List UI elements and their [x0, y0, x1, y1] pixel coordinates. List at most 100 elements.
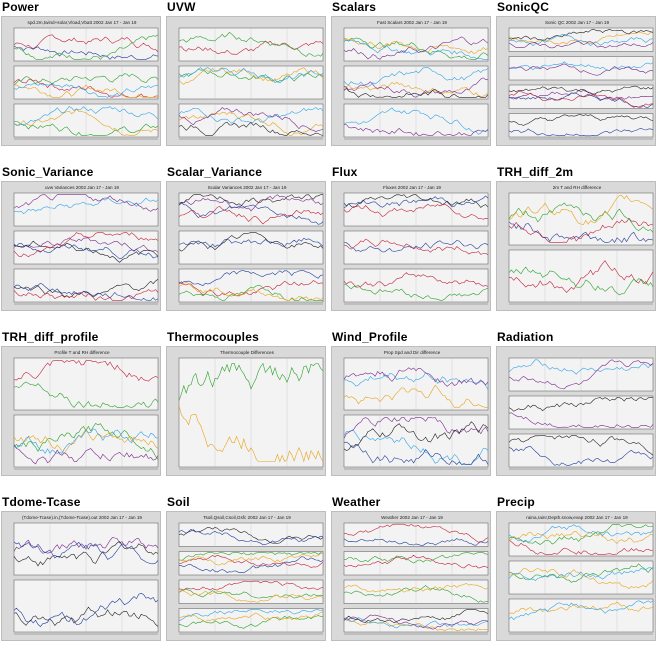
series-line	[178, 556, 324, 574]
plot-thumbnail[interactable]: Sonic QC 2002 Jan 17 - Jan 19	[496, 16, 656, 146]
series-line	[343, 38, 488, 60]
series-line	[343, 240, 489, 253]
series-line	[343, 617, 489, 629]
panel-precip: Precip raina,rainr,Depth.snow,evap 2002 J…	[495, 495, 656, 660]
series-line	[343, 430, 489, 465]
series-line	[508, 412, 654, 428]
plot-thumbnail[interactable]: 2m T and RH difference	[496, 181, 656, 311]
plot-image: Sonic QC 2002 Jan 17 - Jan 19	[508, 20, 654, 140]
series-line	[508, 563, 654, 583]
series-line	[13, 592, 159, 628]
series-line	[508, 568, 654, 589]
panel-title: Radiation	[497, 330, 554, 344]
series-line	[13, 428, 159, 454]
plot-thumbnail[interactable]: Weather 2002 Jan 17 - Jan 19	[331, 511, 491, 641]
series-line	[343, 272, 489, 288]
plot-thumbnail[interactable]: Tsoil,Qsoil,Csoil,Gsfc 2002 Jan 17 - Jan…	[166, 511, 326, 641]
series-line	[178, 588, 324, 599]
series-line	[178, 40, 324, 55]
series-line	[343, 609, 489, 624]
plot-thumbnail[interactable]: Scalar Variances 2002 Jan 17 - Jan 19	[166, 181, 326, 311]
plot-caption: Weather 2002 Jan 17 - Jan 19	[381, 515, 443, 520]
series-line	[13, 106, 159, 126]
series-line	[508, 266, 654, 296]
series-line	[13, 428, 159, 454]
plot-image: Weather 2002 Jan 17 - Jan 19	[343, 515, 489, 635]
series-line	[508, 539, 654, 555]
series-line	[343, 77, 489, 98]
series-line	[508, 260, 654, 293]
series-line	[178, 194, 323, 207]
series-line	[508, 359, 654, 390]
series-line	[13, 84, 158, 98]
series-line	[508, 435, 654, 456]
series-line	[343, 421, 489, 451]
series-line	[14, 197, 159, 215]
plot-thumbnail[interactable]	[166, 16, 326, 146]
series-line	[343, 36, 489, 60]
series-line	[13, 240, 159, 263]
plot-thumbnail[interactable]: raina,rainr,Depth.snow,evap 2002 Jan 17 …	[496, 511, 656, 641]
series-line	[178, 281, 324, 301]
series-line	[178, 615, 323, 629]
series-line	[13, 541, 159, 565]
plot-caption: Profile T and RH difference	[54, 350, 110, 355]
series-line	[13, 73, 159, 86]
plot-caption: raina,rainr,Depth.snow,evap 2002 Jan 17 …	[526, 515, 628, 520]
plot-thumbnail[interactable]: (Tdome-Tcase).in,(Tdome-Tcase).out 2002 …	[1, 511, 161, 641]
plot-thumbnail[interactable]: Fluxes 2002 Jan 17 - Jan 19	[331, 181, 491, 311]
plot-thumbnail[interactable]: spd.2m,twind+solar,Vload,Vbatt 2002 Jan …	[1, 16, 161, 146]
series-line	[13, 194, 159, 212]
series-line	[13, 444, 159, 465]
plot-thumbnail[interactable]: Fast Scalars 2002 Jan 17 - Jan 19	[331, 16, 491, 146]
panel-title: SonicQC	[497, 0, 550, 14]
series-line	[343, 67, 489, 87]
series-line	[343, 123, 489, 136]
panel-trh-diff-profile: TRH_diff_profile Profile T and RH differe…	[0, 330, 164, 495]
panel-tdome-tcase: Tdome-Tcase (Tdome-Tcase).in,(Tdome-Tcase…	[0, 495, 164, 660]
series-line	[343, 87, 489, 98]
panel-title: Tdome-Tcase	[2, 495, 81, 509]
series-line	[178, 554, 324, 568]
panel-title: UVW	[167, 0, 196, 14]
plot-thumbnail[interactable]: Thermocouple Differences	[166, 346, 326, 476]
panel-title: Wind_Profile	[332, 330, 408, 344]
series-line	[343, 81, 489, 97]
series-line	[508, 127, 654, 137]
plot-caption: uvw Variances 2002 Jan 17 - Jan 19	[45, 185, 119, 190]
series-line	[13, 34, 159, 53]
series-line	[178, 590, 324, 603]
series-line	[343, 538, 489, 546]
series-line	[178, 232, 324, 252]
series-line	[508, 61, 654, 71]
series-line	[343, 554, 489, 569]
series-line	[178, 237, 324, 248]
plot-image	[178, 27, 324, 140]
panel-sonic-variance: Sonic_Variance uvw Variances 2002 Jan 17 …	[0, 165, 164, 330]
plot-caption: spd.2m,twind+solar,Vload,Vbatt 2002 Jan …	[28, 20, 137, 25]
panel-scalar-variance: Scalar_Variance Scalar Variances 2002 Jan…	[165, 165, 329, 330]
plot-thumbnail[interactable]: Profile T and RH difference	[1, 346, 161, 476]
plot-thumbnail[interactable]: Prop Spd and Dir difference	[331, 346, 491, 476]
plot-image: Thermocouple Differences	[178, 350, 324, 470]
series-line	[178, 194, 324, 212]
plot-image: uvw Variances 2002 Jan 17 - Jan 19	[13, 185, 159, 305]
panel-soil: Soil Tsoil,Qsoil,Csoil,Gsfc 2002 Jan 17 -…	[165, 495, 329, 660]
series-line	[13, 278, 159, 298]
plot-caption: Prop Spd and Dir difference	[384, 350, 441, 355]
series-line	[343, 238, 489, 256]
panel-title: TRH_diff_profile	[2, 330, 99, 344]
series-line	[508, 531, 654, 545]
plot-thumbnail[interactable]: uvw Variances 2002 Jan 17 - Jan 19	[1, 181, 161, 311]
series-line	[178, 121, 324, 136]
series-line	[178, 111, 324, 136]
series-line	[178, 31, 324, 57]
plot-image: Profile T and RH difference	[13, 350, 159, 470]
panel-title: TRH_diff_2m	[497, 165, 574, 179]
series-line	[508, 524, 654, 543]
plot-thumbnail[interactable]	[496, 346, 656, 476]
series-line	[178, 609, 324, 621]
panel-scalars: Scalars Fast Scalars 2002 Jan 17 - Jan 19	[330, 0, 494, 165]
series-line	[178, 405, 324, 463]
series-line	[343, 585, 489, 603]
